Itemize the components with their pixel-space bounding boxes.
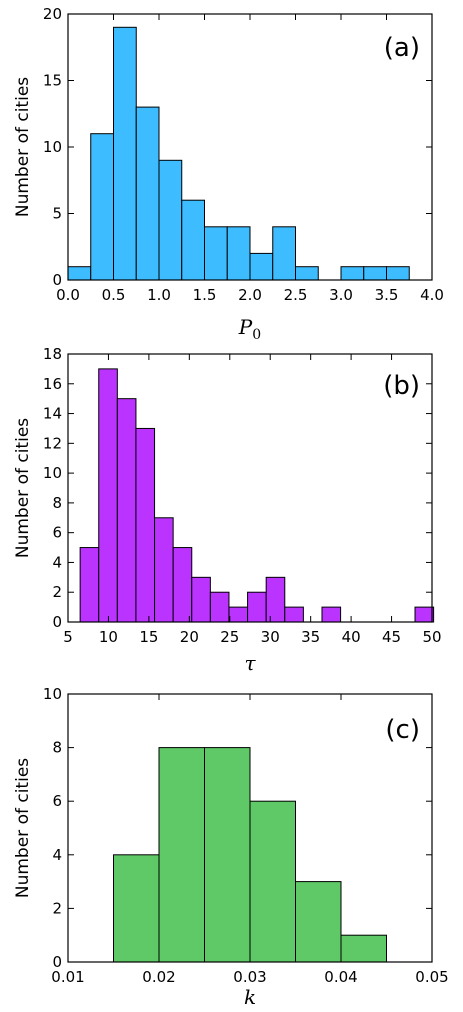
histogram-bar	[414, 606, 435, 623]
panel-label: (a)	[384, 33, 420, 63]
histogram-bar	[247, 591, 267, 623]
x-tick-label: 0.01	[51, 968, 84, 986]
x-tick-label: 25	[220, 628, 239, 646]
x-tick-label: 40	[342, 628, 361, 646]
y-tick-label: 20	[43, 5, 62, 23]
x-tick-label: 15	[139, 628, 158, 646]
histogram-bar	[249, 252, 274, 281]
panel-label: (b)	[383, 371, 420, 401]
y-tick-label: 18	[43, 345, 62, 363]
histogram-bar	[135, 106, 160, 281]
x-tick-label: 35	[301, 628, 320, 646]
x-axis-label-base: τ	[244, 651, 256, 675]
y-tick-label: 12	[43, 434, 62, 452]
histogram-bar	[209, 591, 230, 623]
y-tick-label: 2	[52, 899, 62, 917]
x-tick-label: 2.0	[238, 286, 262, 304]
histogram-bar	[295, 881, 342, 963]
y-tick-label: 4	[52, 846, 62, 864]
histogram-bar	[340, 266, 365, 281]
x-axis-label: P0	[238, 315, 261, 343]
x-axis-label: τ	[244, 651, 256, 675]
histogram-bar	[181, 199, 205, 281]
x-tick-label: 5	[63, 628, 73, 646]
y-axis-label: Number of cities	[13, 758, 33, 898]
panel-a: 0.0 0.5 1.0 1.5 2.0 2.5 3.0 3.5 4.0 0 5 10 15 20 Numbe…	[13, 5, 444, 343]
x-tick-label: 50	[422, 628, 441, 646]
y-axis-label: Number of cities	[13, 77, 33, 217]
y-tick-label: 10	[43, 685, 62, 703]
x-tick-label: 1.0	[147, 286, 171, 304]
histogram-bar	[272, 226, 296, 281]
x-tick-label: 0.05	[415, 968, 448, 986]
y-tick-label: 10	[43, 138, 62, 156]
y-tick-label: 8	[52, 739, 62, 757]
histogram-bar	[116, 398, 137, 623]
y-tick-label: 8	[52, 494, 62, 512]
histogram-bar	[154, 517, 174, 623]
y-tick-label: 0	[52, 953, 62, 971]
y-tick-label: 14	[43, 405, 62, 423]
histogram-bar	[321, 606, 342, 623]
histogram-bar	[90, 133, 114, 281]
x-tick-label: 45	[382, 628, 401, 646]
histogram-bar	[226, 226, 251, 281]
y-tick-label: 0	[52, 271, 62, 289]
x-axis-label-base: P	[238, 315, 253, 339]
histogram-bar	[158, 747, 205, 963]
y-tick-label: 0	[52, 613, 62, 631]
panel-c: 0.01 0.02 0.03 0.04 0.05 0 2 4 6 8 10 Number of cit…	[13, 685, 449, 1009]
histogram-bar	[284, 606, 304, 623]
x-tick-label: 0.04	[324, 968, 357, 986]
x-tick-label: 0.0	[56, 286, 80, 304]
y-tick-label: 2	[52, 583, 62, 601]
y-tick-label: 6	[52, 792, 62, 810]
histogram-bar	[363, 266, 387, 281]
x-axis-label-subscript: 0	[252, 327, 261, 343]
x-tick-label: 3.0	[329, 286, 353, 304]
histogram-bar	[265, 576, 286, 623]
x-tick-label: 0.03	[233, 968, 266, 986]
x-tick-label: 4.0	[420, 286, 444, 304]
histogram-bar	[135, 427, 156, 623]
histogram-bar	[191, 576, 211, 623]
histogram-bar	[172, 547, 193, 623]
x-axis-label: k	[244, 985, 256, 1009]
x-tick-label: 10	[99, 628, 118, 646]
x-tick-label: 3.5	[375, 286, 399, 304]
y-tick-label: 5	[52, 205, 62, 223]
histogram-bar	[79, 547, 100, 623]
histogram-bar	[204, 226, 228, 281]
panel-b: 5 10 15 20 25 30 35 40 45 50 0 2 4 6 8 10 12 14 16 18 Number…	[13, 345, 442, 675]
x-tick-label: 20	[180, 628, 199, 646]
histogram-bar	[249, 800, 296, 963]
x-tick-label: 2.5	[284, 286, 308, 304]
histogram-bar	[295, 266, 319, 281]
y-tick-label: 16	[43, 375, 62, 393]
x-tick-label: 1.5	[193, 286, 217, 304]
y-tick-label: 4	[52, 553, 62, 571]
histogram-bar	[228, 606, 249, 623]
histogram-bar	[158, 159, 183, 281]
histogram-bar	[67, 266, 92, 281]
y-axis-label: Number of cities	[13, 418, 33, 558]
x-tick-label: 30	[261, 628, 280, 646]
axes-frame	[67, 353, 433, 623]
y-tick-label: 6	[52, 524, 62, 542]
x-axis-label-base: k	[244, 985, 256, 1009]
histogram-bar	[204, 747, 251, 963]
histogram-bar	[340, 934, 387, 963]
y-tick-label: 10	[43, 464, 62, 482]
histogram-bar	[386, 266, 410, 281]
histogram-bar	[98, 368, 118, 623]
panel-label: (c)	[385, 715, 420, 745]
histogram-bar	[113, 854, 160, 963]
x-tick-label: 0.5	[102, 286, 126, 304]
histogram-bar	[113, 26, 137, 281]
y-tick-label: 15	[43, 72, 62, 90]
x-tick-label: 0.02	[142, 968, 175, 986]
